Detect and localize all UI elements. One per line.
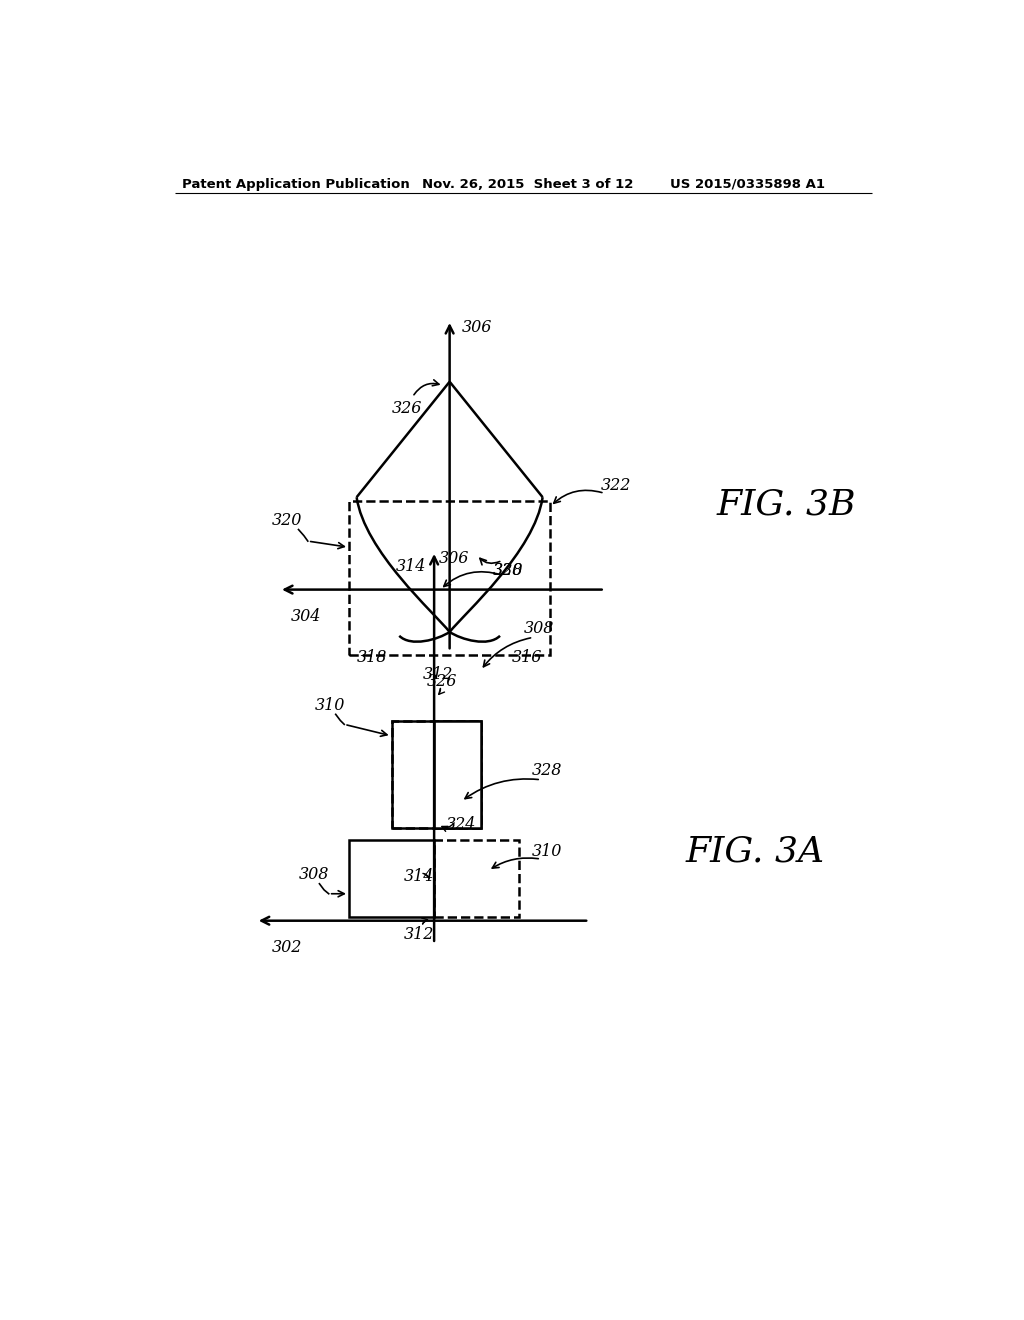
Text: 328: 328: [493, 562, 523, 579]
Text: 318: 318: [357, 649, 387, 665]
Text: 302: 302: [271, 939, 302, 956]
Text: Nov. 26, 2015  Sheet 3 of 12: Nov. 26, 2015 Sheet 3 of 12: [423, 178, 634, 190]
Text: 306: 306: [438, 550, 469, 568]
Text: 310: 310: [314, 697, 345, 714]
Text: 312: 312: [403, 927, 434, 942]
Bar: [349, 840, 434, 917]
Text: 326: 326: [392, 400, 422, 417]
Text: 308: 308: [523, 619, 554, 636]
Bar: [391, 721, 480, 829]
Text: 312: 312: [423, 665, 454, 682]
Text: US 2015/0335898 A1: US 2015/0335898 A1: [671, 178, 825, 190]
Text: FIG. 3A: FIG. 3A: [686, 834, 825, 869]
Text: 306: 306: [462, 319, 492, 337]
Text: Patent Application Publication: Patent Application Publication: [182, 178, 410, 190]
Text: 304: 304: [291, 609, 322, 626]
Text: 314: 314: [403, 867, 434, 884]
Text: 322: 322: [601, 477, 632, 494]
Text: 310: 310: [531, 843, 562, 859]
Text: 316: 316: [512, 649, 543, 665]
Text: 326: 326: [427, 673, 457, 690]
Text: 328: 328: [531, 762, 562, 779]
Text: 324: 324: [446, 816, 476, 833]
Text: 308: 308: [299, 866, 329, 883]
Text: 314: 314: [395, 558, 426, 576]
Bar: [434, 721, 480, 829]
Text: FIG. 3B: FIG. 3B: [717, 488, 856, 521]
Bar: [391, 721, 480, 829]
Bar: [349, 502, 550, 655]
Bar: [434, 840, 519, 917]
Text: 320: 320: [271, 512, 302, 529]
Text: 330: 330: [493, 562, 523, 579]
